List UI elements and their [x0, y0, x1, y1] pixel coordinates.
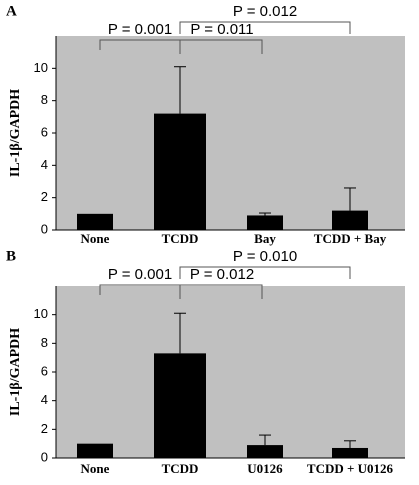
- y-axis-label: IL-1β/GAPDH: [8, 328, 23, 416]
- p-value: P = 0.010: [233, 248, 297, 265]
- bracket: [179, 39, 263, 54]
- p-value: P = 0.011: [190, 21, 253, 38]
- y-tick-label: 6: [41, 363, 48, 378]
- y-tick-label: 0: [41, 449, 48, 464]
- y-tick-label: 6: [41, 124, 48, 139]
- panel-label: B: [6, 248, 16, 264]
- y-axis-label: IL-1β/GAPDH: [8, 89, 23, 177]
- p-value: P = 0.001: [108, 266, 172, 283]
- bar: [247, 445, 283, 458]
- x-tick-label: TCDD: [162, 231, 199, 246]
- x-tick-label: TCDD + U0126: [307, 461, 394, 476]
- x-tick-label: U0126: [247, 461, 283, 476]
- y-tick-label: 8: [41, 92, 48, 107]
- bar: [332, 210, 368, 230]
- p-value: P = 0.012: [190, 266, 254, 283]
- p-value: P = 0.001: [108, 21, 172, 38]
- x-tick-label: TCDD: [162, 461, 199, 476]
- p-value: P = 0.012: [233, 3, 297, 20]
- x-tick-label: None: [81, 461, 110, 476]
- y-tick-label: 2: [41, 189, 48, 204]
- y-tick-label: 4: [41, 392, 48, 407]
- bracket: [179, 284, 263, 299]
- bar: [154, 353, 206, 458]
- bracket: [179, 21, 351, 34]
- y-tick-label: 0: [41, 221, 48, 236]
- bracket: [179, 266, 351, 279]
- x-tick-label: None: [81, 231, 110, 246]
- bar: [332, 447, 368, 458]
- bar: [77, 213, 113, 230]
- bar: [77, 443, 113, 458]
- bar: [247, 215, 283, 230]
- bar: [154, 113, 206, 230]
- x-tick-label: Bay: [254, 231, 276, 246]
- plot-area: [56, 286, 405, 458]
- y-tick-label: 8: [41, 335, 48, 350]
- plot-area: [56, 36, 405, 230]
- y-tick-label: 10: [34, 306, 48, 321]
- x-tick-label: TCDD + Bay: [314, 231, 387, 246]
- y-tick-label: 4: [41, 157, 48, 172]
- y-tick-label: 10: [34, 60, 48, 75]
- panel-label: A: [6, 3, 17, 19]
- y-tick-label: 2: [41, 421, 48, 436]
